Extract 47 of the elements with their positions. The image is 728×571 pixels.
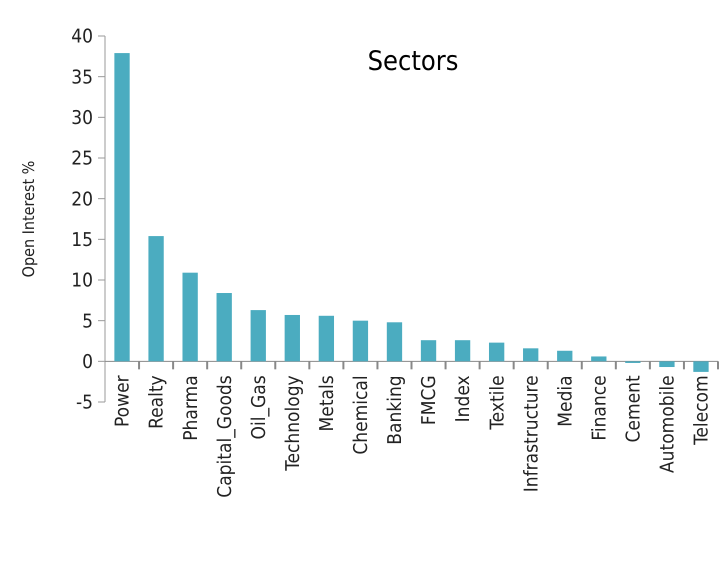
y-axis-title: Open Interest % bbox=[19, 160, 38, 278]
bar bbox=[488, 342, 504, 362]
bar bbox=[352, 320, 368, 362]
bar bbox=[386, 322, 402, 362]
x-tick-label: Banking bbox=[384, 375, 406, 445]
x-tick-label: Finance bbox=[588, 375, 610, 441]
bar bbox=[523, 348, 538, 362]
y-tick-label: 30 bbox=[71, 106, 93, 129]
bar bbox=[216, 293, 232, 362]
y-tick-label: -5 bbox=[76, 392, 93, 414]
y-tick-label: 25 bbox=[71, 148, 93, 170]
x-tick-label: FMCG bbox=[418, 375, 440, 426]
y-tick-label: 0 bbox=[82, 350, 93, 373]
y-tick-label: 40 bbox=[71, 26, 93, 48]
bar bbox=[557, 350, 572, 362]
bar bbox=[420, 340, 436, 362]
x-tick-label: Textile bbox=[486, 375, 508, 431]
chart-title: Sectors bbox=[368, 46, 458, 77]
bar bbox=[454, 340, 470, 362]
bar bbox=[250, 310, 266, 362]
x-tick-label: Infrastructure bbox=[520, 375, 542, 492]
y-tick-label: 15 bbox=[71, 228, 93, 251]
y-tick-label: 35 bbox=[71, 66, 93, 88]
x-tick-label: Cement bbox=[622, 375, 645, 443]
bar bbox=[114, 53, 130, 362]
bar bbox=[148, 236, 164, 362]
x-tick-label: Pharma bbox=[180, 375, 202, 441]
y-tick-label: 5 bbox=[82, 310, 93, 332]
x-tick-label: Technology bbox=[282, 375, 304, 472]
bar bbox=[591, 356, 606, 362]
bar bbox=[182, 272, 198, 362]
y-tick-label: 10 bbox=[71, 270, 93, 292]
x-tick-label: Chemical bbox=[350, 375, 372, 455]
x-tick-label: Realty bbox=[146, 375, 168, 429]
bar bbox=[693, 361, 709, 372]
bar bbox=[318, 316, 334, 362]
x-tick-label: Automobile bbox=[656, 375, 679, 474]
bar bbox=[659, 361, 675, 368]
bar bbox=[284, 314, 300, 362]
x-tick-label: Capital_Goods bbox=[214, 375, 236, 498]
x-tick-label: Telecom bbox=[690, 375, 713, 446]
x-tick-label: Media bbox=[554, 375, 576, 427]
y-tick-label: 20 bbox=[71, 188, 93, 210]
x-tick-label: Oil_Gas bbox=[248, 375, 270, 440]
x-tick-label: Metals bbox=[316, 375, 338, 432]
x-tick-label: Power bbox=[112, 374, 134, 427]
x-tick-label: Index bbox=[452, 375, 474, 422]
